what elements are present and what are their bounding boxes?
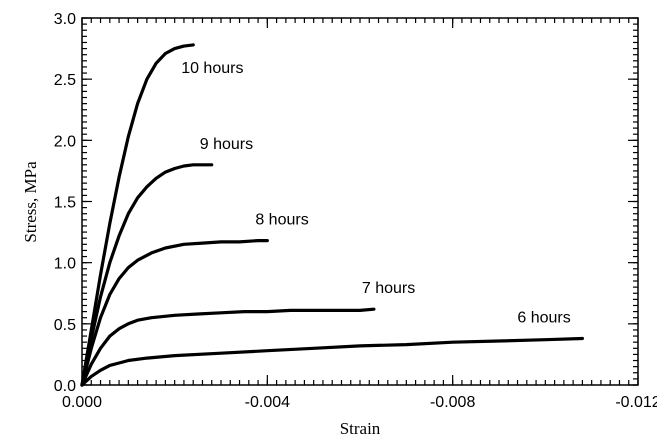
y-tick-label: 1.0 [54, 256, 76, 273]
series-curve-2 [80, 163, 214, 387]
x-tick-label: 0.000 [62, 394, 102, 411]
series-curve-1 [80, 43, 195, 387]
axis-major-ticks [81, 17, 639, 386]
y-tick-label: 3.0 [54, 11, 76, 28]
x-tick-label: -0.008 [430, 394, 475, 411]
axis-minor-ticks [81, 17, 639, 386]
series-label-3: 8 hours [255, 212, 308, 229]
x-axis-title: Strain [340, 419, 381, 438]
series-curves [80, 43, 585, 387]
series-label-2: 9 hours [200, 136, 253, 153]
y-tick-label: 2.0 [54, 133, 76, 150]
plot-frame [81, 17, 639, 386]
series-curve-5 [80, 336, 585, 387]
series-curve-4 [80, 307, 376, 387]
x-tick-label: -0.004 [245, 394, 290, 411]
y-tick-label: 1.5 [54, 195, 76, 212]
y-axis-title: Stress, MPa [21, 161, 40, 243]
y-tick-label: 2.5 [54, 72, 76, 89]
series-label-5: 6 hours [517, 310, 570, 327]
series-label-4: 7 hours [362, 280, 415, 297]
y-tick-label: 0.5 [54, 317, 76, 334]
x-axis-tick-labels: 0.000 -0.004 -0.008 -0.012 [62, 394, 657, 411]
series-label-1: 10 hours [181, 60, 243, 77]
y-axis-tick-labels: 0.0 0.5 1.0 1.5 2.0 2.5 3.0 [54, 11, 76, 395]
series-curve-3 [80, 239, 269, 387]
y-tick-label: 0.0 [54, 378, 76, 395]
series-labels: 10 hours 9 hours 8 hours 7 hours 6 hours [181, 60, 571, 327]
x-tick-label: -0.012 [615, 394, 657, 411]
